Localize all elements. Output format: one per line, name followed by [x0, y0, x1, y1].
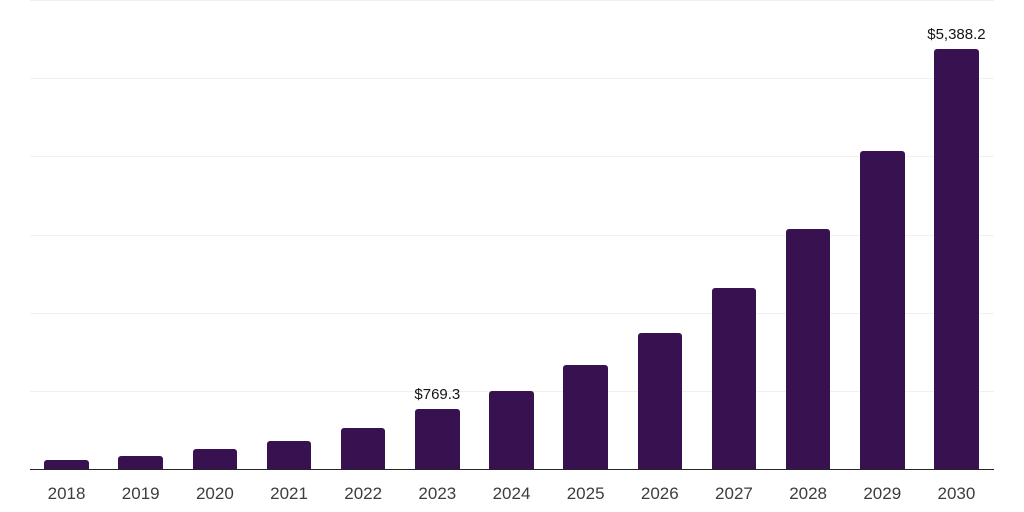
gridline-6000	[29, 0, 994, 2]
bar-2018	[44, 459, 89, 470]
bar-2019	[118, 455, 163, 470]
bar-2028	[785, 229, 831, 470]
gridline-4000	[29, 156, 994, 158]
x-tick-label-2027: 2027	[715, 484, 753, 503]
bar-2021	[266, 441, 312, 470]
bar-2027	[711, 288, 757, 470]
x-tick-label-2023: 2023	[418, 484, 457, 503]
gridline-5000	[29, 78, 994, 80]
x-tick-label-2029: 2029	[863, 484, 902, 503]
x-tick-label-2024: 2024	[492, 484, 531, 503]
bar-2022	[340, 427, 386, 470]
bar-2023	[415, 409, 460, 470]
x-tick-label-2026: 2026	[640, 484, 679, 503]
value-label-2023: $769.3	[414, 386, 461, 404]
bar-2020	[192, 449, 238, 470]
x-axis-line	[29, 468, 994, 471]
x-tick-label-2018: 2018	[47, 484, 86, 503]
bar-2025	[563, 365, 608, 470]
bar-2029	[860, 150, 905, 470]
x-tick-label-2022: 2022	[344, 484, 383, 503]
x-tick-label-2020: 2020	[195, 484, 234, 503]
x-tick-label-2028: 2028	[789, 484, 828, 503]
x-tick-label-2030: 2030	[937, 484, 976, 503]
x-tick-label-2019: 2019	[121, 484, 160, 503]
x-tick-label-2025: 2025	[566, 484, 605, 503]
bar-2030	[934, 48, 979, 470]
x-tick-label-2021: 2021	[270, 484, 308, 503]
bar-2026	[637, 332, 683, 470]
gridline-2000	[29, 312, 994, 314]
value-label-2030: $5,388.2	[927, 25, 986, 43]
gridline-3000	[29, 234, 994, 236]
bar-2024	[489, 391, 534, 470]
